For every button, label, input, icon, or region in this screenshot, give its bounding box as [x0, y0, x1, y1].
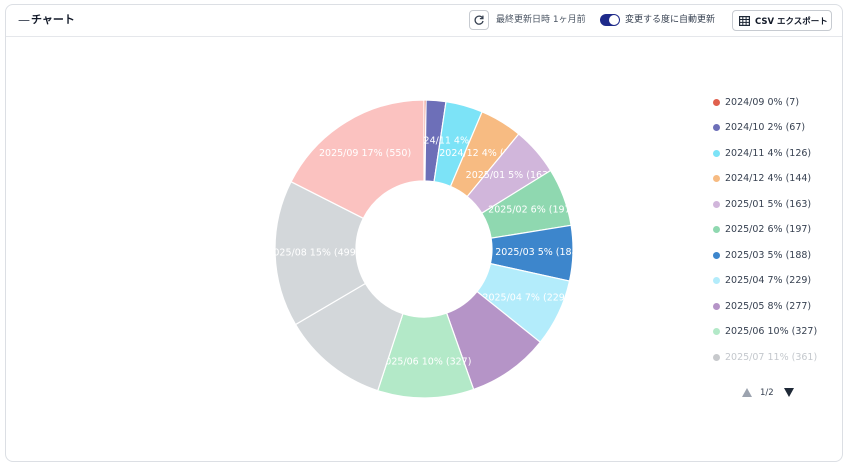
auto-refresh-toggle[interactable]	[600, 14, 620, 26]
last-updated-text: 最終更新日時 1ヶ月前	[496, 15, 586, 25]
legend-label: 2024/12 4% (144)	[725, 173, 812, 184]
legend-item[interactable]: 2024/09 0% (7)	[713, 95, 799, 109]
slice-label: 2024/12 4% (144)	[439, 148, 525, 159]
slice-label: 2025/04 7% (229)	[482, 293, 568, 304]
csv-export-label: CSV エクスポート	[755, 16, 828, 27]
legend-item[interactable]: 2024/10 2% (67)	[713, 121, 805, 135]
slice-label: 2025/06 10% (327)	[379, 356, 471, 367]
legend-item[interactable]: 2024/11 4% (126)	[713, 146, 811, 160]
slice-label: 2025/03 5% (188	[495, 247, 577, 258]
legend-label: 2024/11 4% (126)	[725, 147, 812, 159]
chart-header: — チャート 最終更新日時 1ヶ月前 変更する度に自動更新 CSV エクスポート	[6, 5, 842, 37]
legend-swatch	[713, 200, 720, 208]
table-icon	[739, 15, 750, 26]
slice-label: 2024/11 4% (126)	[411, 136, 497, 147]
legend-label: 2025/01 5% (163)	[725, 198, 812, 210]
refresh-button[interactable]	[469, 10, 489, 30]
donut-slice-2025-09[interactable]	[290, 99, 425, 220]
legend-item[interactable]: 2025/03 5% (188)	[713, 248, 811, 262]
slice-label: 2025/02 6% (197	[488, 205, 570, 216]
slice-label: 2025/08 15% (499	[267, 248, 355, 259]
legend-item[interactable]: 2025/07 11% (361)	[713, 350, 817, 364]
legend-item[interactable]: 2025/06 10% (327)	[713, 325, 817, 339]
donut-slice-2025-08[interactable]	[274, 180, 367, 326]
legend-label: 2025/04 7% (229)	[725, 275, 812, 286]
legend-label: 2025/05 8% (277)	[725, 300, 812, 312]
legend-item[interactable]: 2025/04 7% (229)	[713, 274, 811, 288]
refresh-icon	[474, 15, 484, 25]
legend-label: 2025/06 10% (327)	[725, 326, 818, 337]
chart-title: チャート	[31, 13, 75, 26]
legend-label: 2024/10 2% (67)	[725, 122, 806, 133]
legend-swatch	[713, 149, 720, 157]
toggle-knob	[609, 15, 619, 25]
legend-label: 2024/09 0% (7)	[725, 96, 800, 108]
legend-swatch	[713, 124, 720, 131]
legend-swatch	[713, 251, 720, 259]
legend-label: 2025/02 6% (197)	[725, 224, 812, 235]
legend-swatch	[713, 328, 720, 335]
triangle-up-icon[interactable]	[742, 388, 752, 397]
minus-icon[interactable]: —	[18, 13, 30, 27]
slice-label: 2025/01 5% (163)	[466, 170, 552, 181]
legend-item[interactable]: 2025/02 6% (197)	[713, 223, 811, 237]
triangle-down-icon[interactable]	[784, 388, 794, 397]
legend-item[interactable]: 2025/05 8% (277)	[713, 299, 811, 313]
legend-page-number: 1/2	[760, 388, 774, 398]
legend-swatch	[713, 302, 720, 310]
legend-pager: 1/2	[742, 386, 802, 400]
legend-swatch	[713, 277, 720, 284]
auto-refresh-label: 変更する度に自動更新	[625, 15, 716, 25]
legend-swatch	[713, 353, 720, 361]
legend-item[interactable]: 2025/01 5% (163)	[713, 197, 811, 211]
legend-label: 2025/03 5% (188)	[725, 249, 812, 261]
slice-label: 2025/09 17% (550)	[319, 148, 411, 159]
csv-export-button[interactable]: CSV エクスポート	[732, 10, 832, 31]
legend-item[interactable]: 2024/12 4% (144)	[713, 172, 811, 186]
legend-label: 2025/07 11% (361)	[725, 351, 818, 363]
legend-swatch	[713, 98, 720, 106]
legend-swatch	[713, 175, 720, 182]
legend-swatch	[713, 226, 720, 233]
